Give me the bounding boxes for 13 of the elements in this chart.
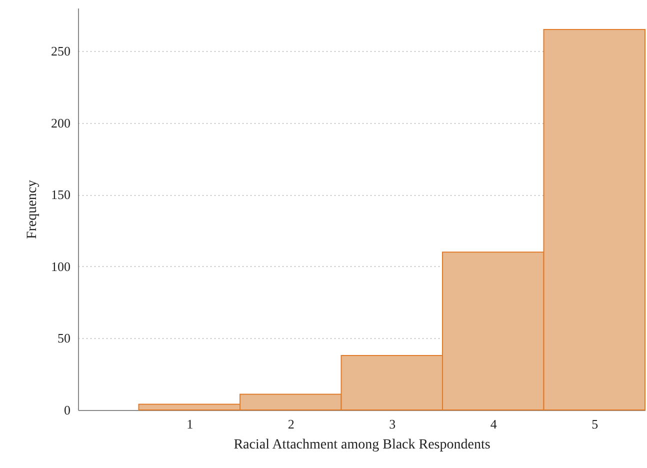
y-tick-label: 50	[58, 330, 70, 346]
y-tick-label: 150	[51, 187, 70, 202]
y-tick-label: 0	[64, 402, 70, 418]
x-tick-label: 1	[186, 416, 194, 432]
y-tick-label: 250	[51, 44, 70, 59]
y-tick-label: 200	[51, 115, 70, 130]
y-axis-title: Frequency	[25, 180, 40, 240]
x-tick-label: 2	[288, 416, 294, 432]
x-axis-title: Racial Attachment among Black Respondents	[234, 438, 490, 452]
x-tick-label: 5	[592, 416, 598, 432]
x-tick-label: 3	[389, 416, 396, 432]
x-tick-label: 4	[490, 416, 498, 432]
y-tick-label: 100	[51, 258, 70, 274]
